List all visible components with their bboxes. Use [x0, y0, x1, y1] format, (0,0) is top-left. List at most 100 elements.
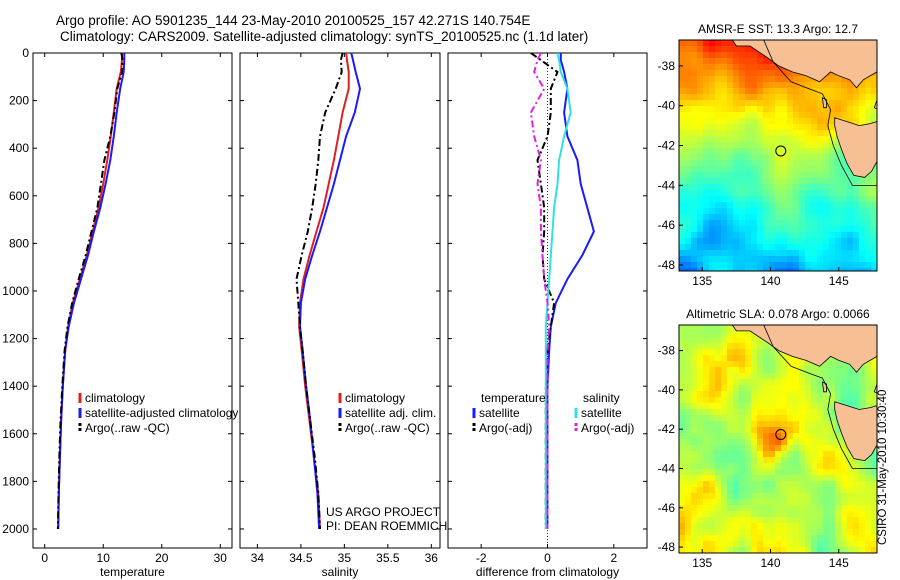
heatmap-cell	[679, 439, 686, 446]
heatmap-cell	[721, 232, 728, 239]
heatmap-cell	[811, 469, 818, 476]
heatmap-cell	[763, 172, 770, 179]
heatmap-cell	[721, 220, 728, 227]
heatmap-cell	[853, 499, 860, 506]
heatmap-cell	[805, 415, 812, 422]
heatmap-cell	[847, 529, 854, 536]
heatmap-cell	[751, 529, 758, 536]
heatmap-cell	[727, 130, 734, 137]
legend-label: satellite-adjusted climatology	[85, 406, 238, 420]
heatmap-cell	[871, 202, 877, 209]
heatmap-cell	[829, 379, 836, 386]
heatmap-cell	[781, 367, 788, 374]
heatmap-cell	[811, 379, 818, 386]
heatmap-cell	[817, 124, 824, 131]
heatmap-cell	[871, 379, 877, 386]
heatmap-cell	[727, 196, 734, 203]
heatmap-cell	[679, 511, 686, 518]
heatmap-cell	[727, 409, 734, 416]
heatmap-cell	[721, 226, 728, 233]
heatmap-cell	[781, 505, 788, 512]
heatmap-cell	[799, 499, 806, 506]
heatmap-cell	[763, 421, 770, 428]
heatmap-cell	[709, 214, 716, 221]
heatmap-cell	[775, 505, 782, 512]
heatmap-cell	[841, 94, 848, 101]
heatmap-cell	[793, 166, 800, 173]
heatmap-cell	[775, 256, 782, 263]
heatmap-cell	[859, 214, 866, 221]
heatmap-cell	[745, 475, 752, 482]
heatmap-cell	[817, 166, 824, 173]
heatmap-cell	[739, 214, 746, 221]
heatmap-cell	[733, 523, 740, 530]
heatmap-cell	[721, 415, 728, 422]
heatmap-cell	[733, 214, 740, 221]
heatmap-cell	[835, 367, 842, 374]
heatmap-cell	[865, 202, 872, 209]
heatmap-cell	[847, 238, 854, 245]
heatmap-cell	[865, 262, 872, 269]
heatmap-cell	[739, 415, 746, 422]
heatmap-cell	[841, 463, 848, 470]
heatmap-cell	[763, 124, 770, 131]
heatmap-cell	[853, 385, 860, 392]
heatmap-cell	[703, 226, 710, 233]
heatmap-cell	[823, 226, 830, 233]
heatmap-cell	[799, 493, 806, 500]
heatmap-cell	[751, 220, 758, 227]
heatmap-cell	[811, 148, 818, 155]
heatmap-cell	[799, 379, 806, 386]
heatmap-cell	[769, 232, 776, 239]
heatmap-cell	[679, 427, 686, 434]
heatmap-cell	[703, 499, 710, 506]
heatmap-cell	[721, 100, 728, 107]
y-tick-label: 200	[9, 94, 29, 108]
heatmap-cell	[835, 535, 842, 542]
heatmap-cell	[823, 391, 830, 398]
heatmap-cell	[685, 481, 692, 488]
heatmap-cell	[769, 220, 776, 227]
heatmap-cell	[685, 46, 692, 53]
heatmap-cell	[799, 511, 806, 518]
heatmap-cell	[733, 130, 740, 137]
heatmap-cell	[685, 493, 692, 500]
heatmap-cell	[793, 373, 800, 380]
heatmap-cell	[835, 475, 842, 482]
heatmap-cell	[775, 82, 782, 89]
heatmap-cell	[769, 391, 776, 398]
heatmap-cell	[757, 415, 764, 422]
heatmap-cell	[769, 523, 776, 530]
heatmap-cell	[793, 385, 800, 392]
heatmap-cell	[805, 166, 812, 173]
heatmap-cell	[751, 202, 758, 209]
heatmap-cell	[745, 244, 752, 251]
heatmap-cell	[715, 391, 722, 398]
heatmap-cell	[739, 76, 746, 83]
heatmap-cell	[775, 232, 782, 239]
heatmap-cell	[835, 433, 842, 440]
heatmap-cell	[727, 511, 734, 518]
heatmap-cell	[733, 166, 740, 173]
heatmap-cell	[835, 529, 842, 536]
heatmap-cell	[727, 385, 734, 392]
heatmap-cell	[721, 262, 728, 269]
heatmap-cell	[781, 190, 788, 197]
heatmap-cell	[763, 439, 770, 446]
heatmap-cell	[721, 529, 728, 536]
heatmap-cell	[691, 451, 698, 458]
heatmap-cell	[811, 190, 818, 197]
heatmap-cell	[841, 487, 848, 494]
heatmap-cell	[817, 172, 824, 179]
heatmap-cell	[769, 481, 776, 488]
heatmap-cell	[793, 82, 800, 89]
heatmap-cell	[745, 511, 752, 518]
heatmap-cell	[769, 433, 776, 440]
heatmap-cell	[793, 547, 800, 553]
heatmap-cell	[781, 499, 788, 506]
heatmap-cell	[793, 190, 800, 197]
heatmap-cell	[799, 439, 806, 446]
heatmap-cell	[679, 148, 686, 155]
heatmap-cell	[805, 487, 812, 494]
heatmap-cell	[811, 385, 818, 392]
